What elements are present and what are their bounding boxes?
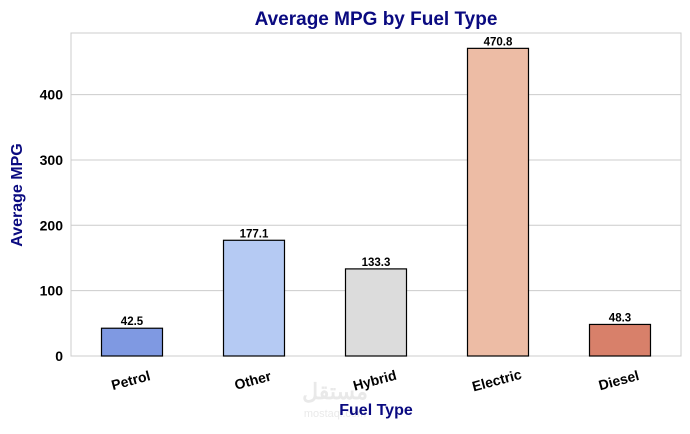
bar-other bbox=[222, 239, 286, 357]
bar-hybrid bbox=[344, 268, 408, 357]
x-tick-labels: Petrol Other Hybrid Electric Diesel bbox=[109, 366, 640, 395]
y-axis-label: Average MPG bbox=[9, 143, 26, 246]
bar-diesel bbox=[588, 323, 652, 357]
bar-petrol bbox=[100, 327, 164, 357]
watermark: مستقل mostaql.com bbox=[302, 379, 368, 420]
y-tick-label: 400 bbox=[40, 87, 64, 103]
y-tick-label: 100 bbox=[40, 283, 64, 299]
y-tick-labels: 0 100 200 300 400 bbox=[40, 87, 64, 364]
bar-electric bbox=[466, 47, 530, 357]
svg-text:mostaql.com: mostaql.com bbox=[304, 408, 366, 420]
bars: 42.5 177.1 133.3 470.8 48.3 bbox=[100, 36, 652, 357]
data-label: 48.3 bbox=[609, 312, 631, 324]
svg-text:مستقل: مستقل bbox=[302, 379, 368, 404]
data-label: 42.5 bbox=[121, 316, 144, 328]
data-label: 133.3 bbox=[362, 257, 391, 269]
chart-title: Average MPG by Fuel Type bbox=[255, 9, 498, 30]
data-label: 470.8 bbox=[484, 36, 513, 48]
x-tick-label: Electric bbox=[470, 366, 523, 395]
x-tick-label: Petrol bbox=[109, 367, 151, 393]
y-tick-label: 300 bbox=[40, 152, 64, 168]
x-tick-label: Other bbox=[233, 367, 274, 392]
y-tick-label: 0 bbox=[55, 348, 63, 364]
x-tick-label: Diesel bbox=[597, 367, 641, 393]
y-tick-label: 200 bbox=[40, 217, 64, 233]
data-label: 177.1 bbox=[240, 228, 269, 240]
x-axis-label: Fuel Type bbox=[339, 402, 413, 419]
